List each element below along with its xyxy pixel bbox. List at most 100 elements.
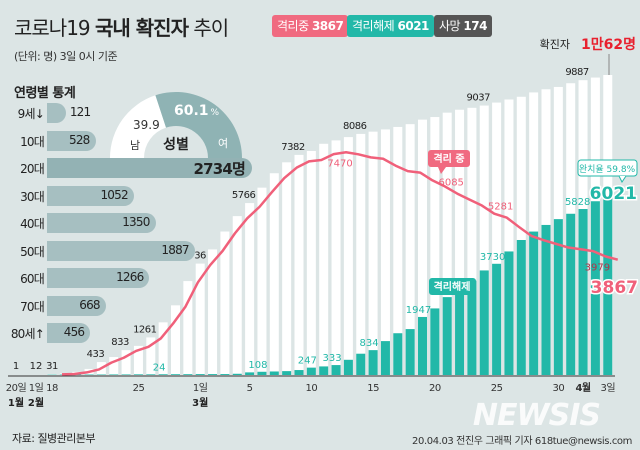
age-value: 528 — [69, 132, 90, 147]
confirmed-bar — [269, 173, 279, 375]
released-bar — [541, 224, 551, 375]
released-bar — [529, 231, 539, 375]
released-tag-text: 격리해제 — [434, 280, 471, 293]
age-value: 121 — [69, 105, 91, 119]
isolating-tag-text: 격리 중 — [433, 152, 464, 165]
released-bar — [467, 280, 477, 375]
badge-label: 사망 — [439, 19, 461, 33]
released-bar — [578, 209, 588, 375]
released-bar — [590, 201, 600, 375]
confirmed-bar — [133, 345, 143, 375]
released-badge: 격리해제 6021 — [347, 15, 434, 37]
released-bar — [393, 333, 403, 375]
confirmed-bar — [504, 99, 514, 375]
male-pct: 39.9 — [133, 118, 160, 132]
confirmed-bar — [516, 96, 526, 376]
x-tick-label: 5 — [247, 383, 253, 394]
title-bold: 국내 확진자 — [95, 16, 189, 40]
recovery-rate: 완치율 59.8% — [579, 163, 636, 175]
age-bar — [47, 323, 91, 343]
age-value: 2734명 — [193, 160, 245, 178]
confirmed-label: 833 — [111, 337, 129, 348]
confirmed-bar — [294, 154, 304, 375]
released-bar — [442, 297, 452, 375]
released-bar — [368, 350, 378, 375]
x-tick-label: 25 — [491, 383, 503, 394]
released-bar — [269, 371, 279, 375]
isolating-label: 3979 — [585, 262, 610, 273]
female-label: 여 — [218, 137, 228, 150]
gender-title: 성별 — [163, 136, 189, 153]
released-bar — [479, 270, 489, 375]
confirmed-bar — [220, 231, 230, 375]
released-bar — [306, 367, 316, 375]
badge-value: 6021 — [397, 19, 430, 33]
confirmed-bar — [47, 374, 57, 375]
x-tick-label: 25 — [133, 383, 145, 394]
x-month-label: 3월 — [192, 397, 208, 409]
age-bar — [47, 130, 96, 151]
confirmed-label: 433 — [87, 349, 105, 360]
confirmed-label: 12 — [30, 361, 43, 372]
confirmed-bar — [158, 322, 168, 375]
badge-label: 격리해제 — [352, 19, 395, 33]
confirmed-bar — [282, 162, 292, 375]
badge-value: 3867 — [311, 19, 344, 33]
released-bar — [492, 263, 502, 375]
isolating-label: 6085 — [438, 178, 463, 189]
confirmed-label: 9037 — [467, 93, 491, 104]
confirmed-label: 3736 — [182, 251, 206, 262]
released-bar — [109, 374, 119, 375]
isolating-badge: 격리중 3867 — [272, 15, 349, 37]
x-month-label: 1월 — [8, 397, 24, 409]
title-suffix: 추이 — [193, 16, 229, 40]
released-bar — [430, 308, 440, 375]
confirmed-bar — [183, 281, 193, 375]
confirmed-label: 1 — [13, 361, 19, 372]
isolating-line — [61, 151, 619, 376]
x-tick-label: 10 — [305, 383, 317, 394]
male-label: 남 — [130, 139, 140, 152]
age-value: 1887 — [161, 242, 189, 257]
age-label: 30대 — [20, 189, 45, 204]
age-bar — [47, 268, 150, 288]
released-label: 24 — [153, 362, 166, 373]
released-bar — [566, 213, 576, 375]
source-note: 자료: 질병관리본부 — [12, 432, 96, 445]
released-bar — [257, 371, 267, 375]
age-value: 1052 — [100, 187, 128, 202]
isolating-label: 7470 — [327, 158, 352, 169]
released-bar — [195, 374, 205, 375]
released-final: 6021 — [590, 184, 637, 204]
confirmed-bar — [368, 131, 378, 375]
released-bar — [133, 374, 143, 375]
age-label: 20대 — [20, 162, 45, 176]
released-label: 3730 — [480, 252, 505, 263]
x-tick-label: 1일 — [193, 382, 208, 394]
released-bar — [343, 359, 353, 375]
released-bar — [146, 374, 156, 375]
recovery-rate-box — [577, 159, 638, 177]
title-prefix: 코로나19 — [14, 16, 91, 40]
confirmed-bar — [479, 105, 489, 376]
isolating-final: 3867 — [591, 278, 638, 298]
age-label: 80세↑ — [10, 327, 45, 341]
released-bar — [516, 239, 526, 375]
age-stats-title: 연령별 통계 — [14, 86, 76, 101]
x-tick-label: 4월 — [575, 382, 590, 394]
age-value: 456 — [63, 325, 85, 339]
age-value: 1266 — [116, 270, 144, 284]
isolating-tag — [428, 150, 470, 167]
released-bar — [158, 374, 168, 375]
age-bar — [47, 158, 252, 178]
confirmed-bar — [195, 263, 205, 375]
x-tick-label: 30 — [552, 383, 564, 394]
released-bar — [418, 316, 427, 375]
confirmed-bar — [442, 112, 452, 376]
released-bar — [183, 374, 193, 375]
released-label: 1947 — [406, 305, 431, 316]
confirmed-label: 5766 — [232, 190, 256, 201]
confirmed-bar — [467, 107, 477, 375]
confirmed-bar — [331, 140, 341, 375]
